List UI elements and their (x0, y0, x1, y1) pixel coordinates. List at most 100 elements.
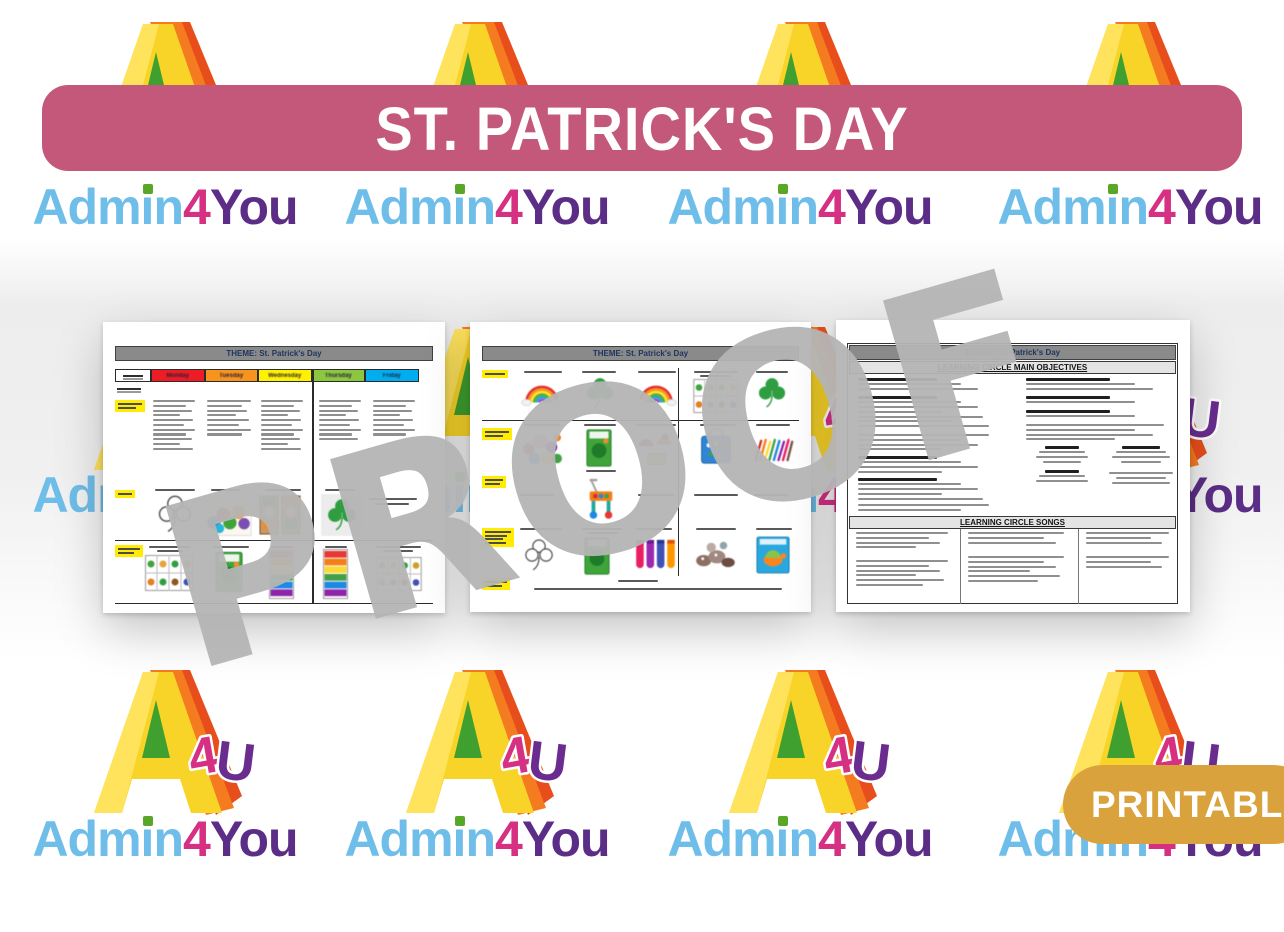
text-placeholder (638, 494, 674, 497)
table-rule (115, 603, 433, 605)
day-header-thursday: Thursday (311, 369, 365, 382)
page-thumbnail-materials: THEME: St. Patrick's Day (470, 322, 811, 612)
text-placeholder (700, 375, 730, 378)
wordmark-admin: Admin (344, 811, 496, 867)
text-placeholder (858, 434, 994, 453)
text-placeholder (149, 546, 191, 549)
text-placeholder (1026, 378, 1170, 393)
wordmark-4: 4 (1148, 179, 1176, 235)
shamrock-outline-icon (525, 539, 553, 571)
row-label-gross-motor (482, 476, 506, 488)
table-divider (678, 368, 680, 576)
text-placeholder (856, 532, 952, 551)
text-placeholder (325, 489, 355, 492)
wordmark-admin: Admin (32, 811, 184, 867)
section-header-objectives: LEARNING CIRCLE MAIN OBJECTIVES (849, 361, 1176, 374)
row-label-learning-circle (115, 400, 145, 412)
i-dot (778, 816, 788, 826)
bingo-card-icon (375, 557, 423, 591)
rainbow-strip-card-icon (323, 549, 348, 599)
text-placeholder (582, 528, 622, 531)
wordmark-admin: Admin (667, 811, 819, 867)
i-dot (455, 816, 465, 826)
i-dot (143, 816, 153, 826)
shamrock-card (321, 494, 363, 536)
text-placeholder (696, 528, 736, 531)
leprechaun-craft-icon (259, 495, 301, 535)
a4u-logo: 4 U (86, 668, 276, 823)
text-placeholder (271, 546, 293, 549)
table-frame (847, 343, 1178, 604)
text-placeholder (325, 546, 347, 549)
text-placeholder (1032, 470, 1092, 485)
text-placeholder (636, 424, 676, 427)
page-thumbnail-objectives: THEME: St. Patrick's Day LEARNING CIRCLE… (836, 320, 1190, 612)
rainbow-icon (520, 385, 564, 406)
text-placeholder (524, 371, 562, 374)
text-placeholder (157, 550, 183, 553)
text-placeholder (754, 494, 788, 497)
a4u-logo: 4 U (721, 668, 911, 823)
row-label-sensory (482, 528, 514, 547)
bingo-card-icon (145, 555, 193, 591)
title-banner: ST. PATRICK'S DAY (42, 85, 1242, 171)
wordmark-admin: Admin (667, 179, 819, 235)
text-placeholder (858, 378, 994, 393)
text-placeholder (700, 424, 736, 427)
shamrock-icon (328, 499, 356, 531)
text-placeholder (1108, 472, 1174, 486)
text-placeholder (694, 371, 738, 374)
mushroom-toys-icon (638, 433, 672, 465)
shamrock-outline-icon (158, 495, 192, 533)
column-rule (960, 529, 961, 604)
admin4you-wordmark: Admin4You (666, 812, 934, 867)
row-label-art (115, 490, 135, 498)
wordmark-you: You (844, 811, 934, 867)
wordmark-4: 4 (495, 179, 523, 235)
wordmark-you: You (844, 179, 934, 235)
wordmark-admin: Admin (32, 179, 184, 235)
admin4you-wordmark: Admin4You (996, 180, 1264, 235)
table-rule (482, 420, 799, 422)
text-placeholder (211, 489, 241, 492)
printable-badge: PRINTABLE (1063, 765, 1284, 844)
text-placeholder (584, 424, 616, 427)
page-title: THEME: St. Patrick's Day (226, 349, 322, 358)
crayons-icon (754, 438, 794, 462)
text-placeholder (756, 528, 792, 531)
text-placeholder (373, 400, 417, 438)
text-placeholder (968, 532, 1068, 546)
wordmark-you: You (209, 811, 299, 867)
column-rule (1078, 529, 1079, 604)
table-divider (312, 369, 314, 603)
i-dot (778, 184, 788, 194)
roll-header-cell (115, 369, 151, 382)
bingo-card-icon (693, 379, 739, 413)
text-placeholder (1032, 446, 1092, 466)
walker-toy-icon (588, 478, 614, 520)
text-placeholder (618, 580, 658, 583)
text-placeholder (1026, 424, 1170, 443)
wordmark-4: 4 (495, 811, 523, 867)
green-book-icon (215, 551, 243, 593)
text-placeholder (383, 550, 413, 553)
admin4you-wordmark: Admin4You (343, 812, 611, 867)
product-title: ST. PATRICK'S DAY (375, 93, 909, 163)
logo-u: U (848, 730, 894, 794)
day-header-wednesday: Wednesday (258, 369, 312, 382)
toy-bag-icon (700, 428, 732, 465)
text-placeholder (858, 478, 994, 502)
text-placeholder (213, 546, 249, 549)
text-placeholder (858, 456, 994, 476)
shamrock-icon (758, 378, 786, 408)
section-header-songs: LEARNING CIRCLE SONGS (849, 516, 1176, 529)
i-dot (455, 184, 465, 194)
green-book-icon (584, 537, 610, 575)
text-placeholder (856, 560, 952, 589)
row-label-fine-motor (482, 428, 512, 440)
row-label-books (482, 578, 510, 590)
page-title: THEME: St. Patrick's Day (592, 349, 689, 358)
text-placeholder (375, 503, 409, 506)
text-placeholder (638, 371, 676, 374)
